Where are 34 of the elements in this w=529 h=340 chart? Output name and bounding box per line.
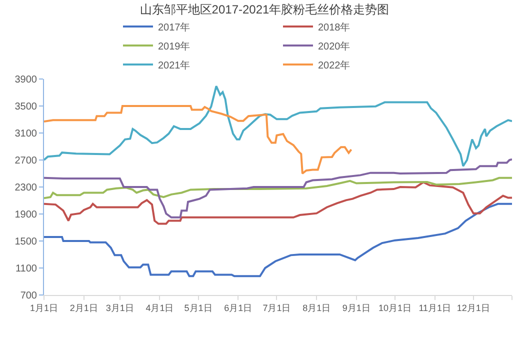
x-tick-label: 4月1日 bbox=[146, 302, 174, 313]
y-tick-label: 3900 bbox=[14, 74, 38, 86]
y-tick-label: 3100 bbox=[14, 128, 38, 140]
line-series bbox=[44, 176, 512, 200]
line-series bbox=[44, 105, 352, 174]
legend-label: 2021年 bbox=[158, 59, 190, 72]
x-tick-label: 11月1日 bbox=[418, 302, 452, 313]
y-tick-label: 3500 bbox=[14, 102, 38, 112]
x-tick-label: 3月1日 bbox=[106, 302, 134, 313]
line-series bbox=[44, 158, 512, 218]
legend-label: 2018年 bbox=[318, 21, 350, 34]
x-tick-label: 5月1日 bbox=[184, 302, 212, 313]
chart-title: 山东邹平地区2017-2021年胶粉毛丝价格走势图 bbox=[140, 2, 390, 16]
legend-label: 2020年 bbox=[318, 40, 350, 52]
x-tick-label: 9月1日 bbox=[342, 302, 370, 313]
x-tick-label: 6月1日 bbox=[224, 302, 252, 313]
x-tick-label: 10月1日 bbox=[378, 302, 412, 313]
legend-label: 2022年 bbox=[318, 59, 350, 72]
x-tick-label: 7月1日 bbox=[262, 302, 291, 313]
line-series bbox=[44, 85, 512, 168]
x-tick-label: 1月1日 bbox=[30, 302, 58, 313]
line-series bbox=[44, 202, 512, 278]
legend-label: 2017年 bbox=[158, 21, 190, 34]
line-series bbox=[44, 181, 512, 225]
y-tick-label: 1900 bbox=[14, 210, 38, 220]
x-tick-label: 8月1日 bbox=[302, 302, 331, 313]
x-tick-label: 2月1日 bbox=[70, 302, 98, 313]
y-tick-label: 1500 bbox=[14, 236, 38, 248]
legend-label: 2019年 bbox=[158, 40, 190, 52]
x-tick-label: 12月1日 bbox=[456, 302, 490, 313]
y-tick-label: 1100 bbox=[15, 264, 38, 274]
y-tick-label: 700 bbox=[20, 290, 38, 302]
y-tick-label: 2300 bbox=[14, 182, 38, 194]
y-tick-label: 2700 bbox=[14, 156, 38, 166]
